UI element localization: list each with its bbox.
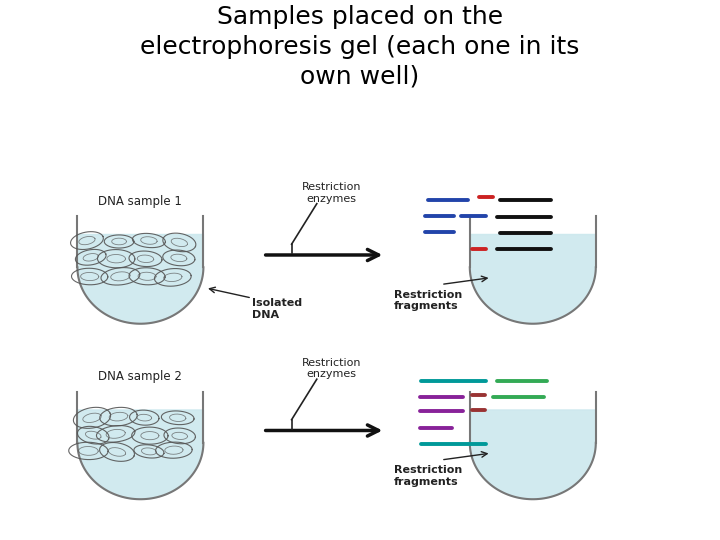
Text: DNA sample 2: DNA sample 2 — [99, 370, 182, 383]
Text: Restriction
enzymes: Restriction enzymes — [302, 182, 361, 204]
Text: Restriction
enzymes: Restriction enzymes — [302, 357, 361, 379]
Text: Samples placed on the
electrophoresis gel (each one in its
own well): Samples placed on the electrophoresis ge… — [140, 5, 580, 89]
Polygon shape — [78, 410, 203, 499]
Text: Restriction
fragments: Restriction fragments — [395, 290, 462, 312]
Text: Isolated
DNA: Isolated DNA — [252, 298, 302, 320]
Polygon shape — [469, 410, 596, 499]
Text: Restriction
fragments: Restriction fragments — [395, 465, 462, 487]
Polygon shape — [78, 234, 203, 323]
Text: DNA sample 1: DNA sample 1 — [99, 195, 182, 208]
Polygon shape — [469, 234, 596, 323]
